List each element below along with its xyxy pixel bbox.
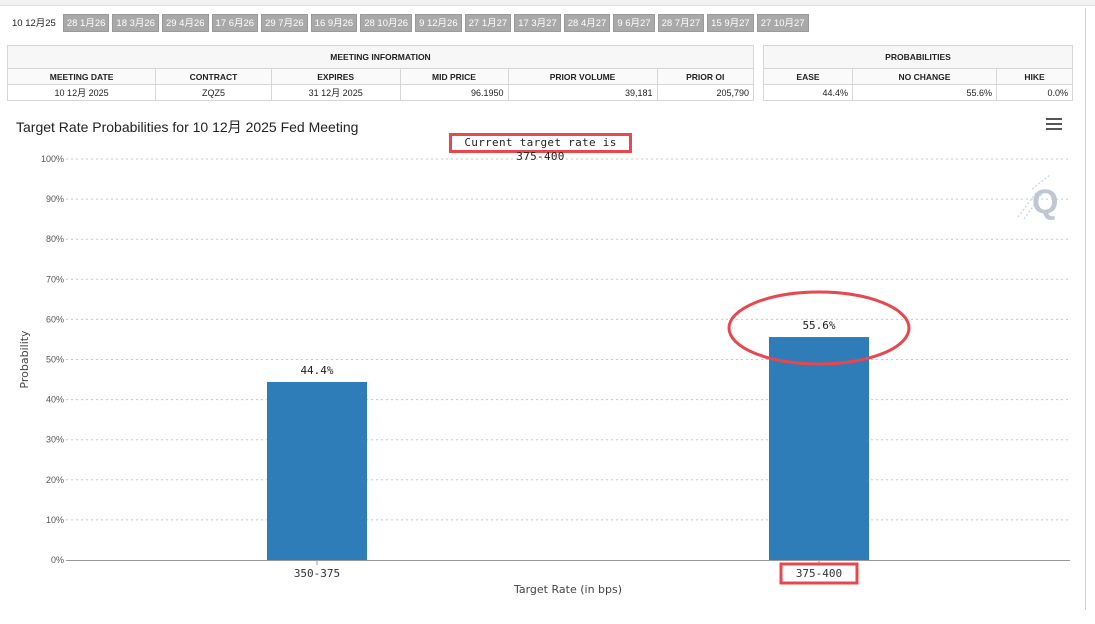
tab-meeting-date[interactable]: 27 10月27 xyxy=(756,14,809,32)
cell-contract: ZQZ5 xyxy=(155,84,272,101)
table-row: 44.4% 55.6% 0.0% xyxy=(763,84,1073,101)
tab-meeting-date[interactable]: 9 6月27 xyxy=(613,14,655,32)
cell-prior-oi: 205,790 xyxy=(656,84,755,101)
tab-meeting-date[interactable]: 10 12月25 xyxy=(8,14,60,32)
y-tick-label: 0% xyxy=(51,555,64,565)
meeting-information-heading: MEETING INFORMATION xyxy=(7,45,754,69)
tab-meeting-date[interactable]: 17 3月27 xyxy=(514,14,561,32)
y-tick-label: 30% xyxy=(46,435,64,445)
probabilities-heading: PROBABILITIES xyxy=(763,45,1073,69)
tab-meeting-date[interactable]: 9 12月26 xyxy=(415,14,462,32)
tab-meeting-date[interactable]: 16 9月26 xyxy=(310,14,358,32)
x-axis-title: Target Rate (in bps) xyxy=(513,583,622,596)
chart-title: Target Rate Probabilities for 10 12月 202… xyxy=(16,119,359,135)
y-tick-label: 10% xyxy=(46,515,64,525)
cell-hike: 0.0% xyxy=(996,84,1073,101)
y-tick-label: 90% xyxy=(46,194,64,204)
bar xyxy=(769,337,869,560)
tab-meeting-date[interactable]: 28 1月26 xyxy=(62,14,110,32)
tab-meeting-date[interactable]: 27 1月27 xyxy=(464,14,512,32)
q-logo-watermark-icon: Q xyxy=(1017,175,1058,221)
tab-meeting-date[interactable]: 28 10月26 xyxy=(360,14,413,32)
col-no-change: NO CHANGE xyxy=(852,68,997,85)
tab-meeting-date[interactable]: 29 4月26 xyxy=(161,14,209,32)
y-tick-label: 20% xyxy=(46,475,64,485)
tab-meeting-date[interactable]: 15 9月27 xyxy=(707,14,754,32)
y-tick-label: 60% xyxy=(46,314,64,324)
bar xyxy=(267,381,367,560)
hamburger-menu-icon[interactable] xyxy=(1046,118,1062,132)
col-mid-price: MID PRICE xyxy=(399,68,509,85)
x-tick-label: 350-375 xyxy=(294,567,340,580)
data-label: 55.6% xyxy=(802,319,835,332)
col-expires: EXPIRES xyxy=(270,68,401,85)
y-axis-title: Probability xyxy=(18,330,31,389)
y-tick-label: 40% xyxy=(46,395,64,405)
current-target-rate-label: Current target rate is 375-400 xyxy=(449,133,632,163)
col-hike: HIKE xyxy=(996,68,1073,85)
x-tick-label: 375-400 xyxy=(796,567,842,580)
svg-text:Q: Q xyxy=(1032,183,1058,221)
y-tick-label: 50% xyxy=(46,355,64,365)
cell-meeting-date: 10 12月 2025 xyxy=(6,84,157,101)
tab-meeting-date[interactable]: 18 3月26 xyxy=(112,14,159,32)
tab-meeting-date[interactable]: 29 7月26 xyxy=(261,14,308,32)
tab-meeting-date[interactable]: 28 4月27 xyxy=(563,14,611,32)
right-divider xyxy=(1085,8,1086,610)
table-row: 10 12月 2025 ZQZ5 31 12月 2025 96.1950 39,… xyxy=(6,84,755,101)
top-border xyxy=(0,0,1095,6)
y-tick-label: 70% xyxy=(46,274,64,284)
meeting-information-table: MEETING INFORMATION MEETING DATE CONTRAC… xyxy=(6,45,755,101)
highlight-box xyxy=(779,562,859,585)
y-tick-label: 100% xyxy=(41,154,64,164)
highlight-ellipse xyxy=(727,290,911,366)
data-label: 44.4% xyxy=(300,364,333,377)
tab-meeting-date[interactable]: 28 7月27 xyxy=(657,14,705,32)
y-tick-label: 80% xyxy=(46,234,64,244)
cell-no-change: 55.6% xyxy=(852,84,997,101)
meeting-date-tabs: 10 12月25 28 1月26 18 3月26 29 4月26 17 6月26 29 7… xyxy=(8,14,809,32)
probabilities-table: PROBABILITIES EASE NO CHANGE HIKE 44.4% … xyxy=(763,45,1073,101)
tab-meeting-date[interactable]: 17 6月26 xyxy=(211,14,259,32)
